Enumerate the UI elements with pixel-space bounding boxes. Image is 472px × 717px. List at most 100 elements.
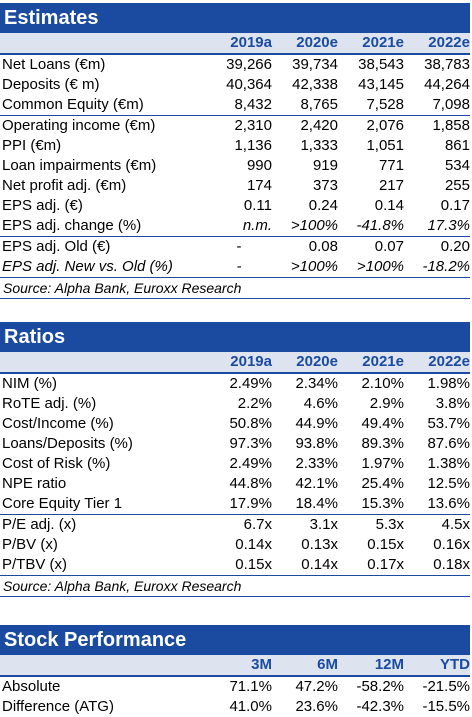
row-label: Net profit adj. (€m) (2, 177, 127, 194)
table-row: NIM (%) 2.49% 2.34% 2.10% 1.98% (0, 374, 470, 394)
row-value: 861 (444, 137, 470, 154)
row-label: Common Equity (€m) (2, 96, 144, 113)
row-value: 53.7% (427, 415, 470, 432)
table-row: Net Loans (€m) 39,266 39,734 38,543 38,783 (0, 55, 470, 75)
row-value: 8,432 (234, 96, 272, 113)
year-header: 2021e (362, 353, 404, 370)
period-header: 12M (374, 656, 404, 673)
row-label: P/E adj. (x) (2, 516, 77, 533)
stock-header-row: 3M 6M 12M YTD (0, 655, 470, 677)
row-value: 23.6% (295, 698, 338, 715)
row-label: P/BV (x) (2, 536, 58, 553)
row-label: Deposits (€ m) (2, 76, 100, 93)
row-value: 49.4% (361, 415, 404, 432)
row-value: 0.14x (235, 536, 272, 553)
row-value: 2,420 (300, 117, 338, 134)
table-row: NPE ratio 44.8% 42.1% 25.4% 12.5% (0, 474, 470, 494)
ratios-title: Ratios (0, 322, 470, 352)
row-value: >100% (290, 258, 338, 275)
row-value: 0.20 (440, 238, 470, 255)
row-value: 1.98% (427, 375, 470, 392)
row-value: 919 (312, 157, 338, 174)
estimates-section: Estimates 2019a 2020e 2021e 2022e Net Lo… (0, 3, 470, 299)
row-value: 13.6% (427, 495, 470, 512)
row-value: 93.8% (295, 435, 338, 452)
row-value: 4.6% (303, 395, 338, 412)
row-value: 1,858 (432, 117, 470, 134)
row-value: 71.1% (229, 678, 272, 695)
row-value: 2.33% (295, 455, 338, 472)
row-value: -21.5% (422, 678, 470, 695)
row-value: 6.7x (243, 516, 272, 533)
row-label: EPS adj. change (%) (2, 217, 142, 234)
row-value: 39,734 (292, 56, 338, 73)
row-value: 1.97% (361, 455, 404, 472)
row-label: NIM (%) (2, 375, 57, 392)
row-value: 7,098 (432, 96, 470, 113)
table-row: Common Equity (€m) 8,432 8,765 7,528 7,098 (0, 95, 470, 116)
year-header: 2020e (296, 34, 338, 51)
row-value: 2.49% (229, 375, 272, 392)
row-value: -18.2% (422, 258, 470, 275)
row-value: 174 (246, 177, 272, 194)
row-value: 990 (246, 157, 272, 174)
row-value: 42,338 (292, 76, 338, 93)
table-row: EPS adj. New vs. Old (%) - >100% >100% -18.2… (0, 257, 470, 277)
row-value: 0.08 (308, 238, 338, 255)
row-value: 0.15x (367, 536, 404, 553)
row-label: Net Loans (€m) (2, 56, 106, 73)
row-value: 97.3% (229, 435, 272, 452)
row-value: 4.5x (441, 516, 470, 533)
row-value: 2.2% (237, 395, 272, 412)
row-label: NPE ratio (2, 475, 67, 492)
row-value: 0.15x (235, 556, 272, 573)
row-value: - (236, 258, 242, 275)
row-value: - (236, 238, 242, 255)
header-spacer (0, 33, 206, 53)
table-row: Operating income (€m) 2,310 2,420 2,076 1,85… (0, 116, 470, 136)
ratios-header-row: 2019a 2020e 2021e 2022e (0, 352, 470, 374)
estimates-header-row: 2019a 2020e 2021e 2022e (0, 33, 470, 55)
period-header: 3M (251, 656, 272, 673)
row-value: 0.16x (433, 536, 470, 553)
row-value: 0.18x (433, 556, 470, 573)
row-value: 2.10% (361, 375, 404, 392)
estimates-title: Estimates (0, 3, 470, 33)
table-row: Absolute 71.1% 47.2% -58.2% -21.5% (0, 677, 470, 697)
row-value: 44.9% (295, 415, 338, 432)
table-row: Loan impairments (€m) 990 919 771 534 (0, 156, 470, 176)
row-value: 38,543 (358, 56, 404, 73)
row-value: 17.3% (427, 217, 470, 234)
row-value: 12.5% (427, 475, 470, 492)
row-label: EPS adj. Old (€) (2, 238, 111, 255)
row-label: Loan impairments (€m) (2, 157, 157, 174)
ratios-source: Source: Alpha Bank, Euroxx Research (0, 575, 470, 597)
row-value: 7,528 (366, 96, 404, 113)
row-value: 39,266 (226, 56, 272, 73)
row-value: -58.2% (356, 678, 404, 695)
row-value: >100% (356, 258, 404, 275)
row-label: P/TBV (x) (2, 556, 68, 573)
row-value: 2.49% (229, 455, 272, 472)
row-value: 42.1% (295, 475, 338, 492)
row-value: 1,333 (300, 137, 338, 154)
year-header: 2019a (230, 34, 272, 51)
row-label: Absolute (2, 678, 61, 695)
row-value: 41.0% (229, 698, 272, 715)
row-label: Loans/Deposits (%) (2, 435, 133, 452)
row-value: 47.2% (295, 678, 338, 695)
row-value: 5.3x (375, 516, 404, 533)
table-row: EPS adj. Old (€) - 0.08 0.07 0.20 (0, 237, 470, 257)
row-value: 25.4% (361, 475, 404, 492)
year-header: 2022e (428, 34, 470, 51)
row-value: n.m. (242, 217, 272, 234)
row-value: 0.17x (367, 556, 404, 573)
year-header: 2019a (230, 353, 272, 370)
row-value: 18.4% (295, 495, 338, 512)
row-value: 0.13x (301, 536, 338, 553)
table-row: Cost of Risk (%) 2.49% 2.33% 1.97% 1.38% (0, 454, 470, 474)
table-row: PPI (€m) 1,136 1,333 1,051 861 (0, 136, 470, 156)
row-value: 8,765 (300, 96, 338, 113)
row-label: Cost/Income (%) (2, 415, 114, 432)
table-row: Deposits (€ m) 40,364 42,338 43,145 44,264 (0, 75, 470, 95)
